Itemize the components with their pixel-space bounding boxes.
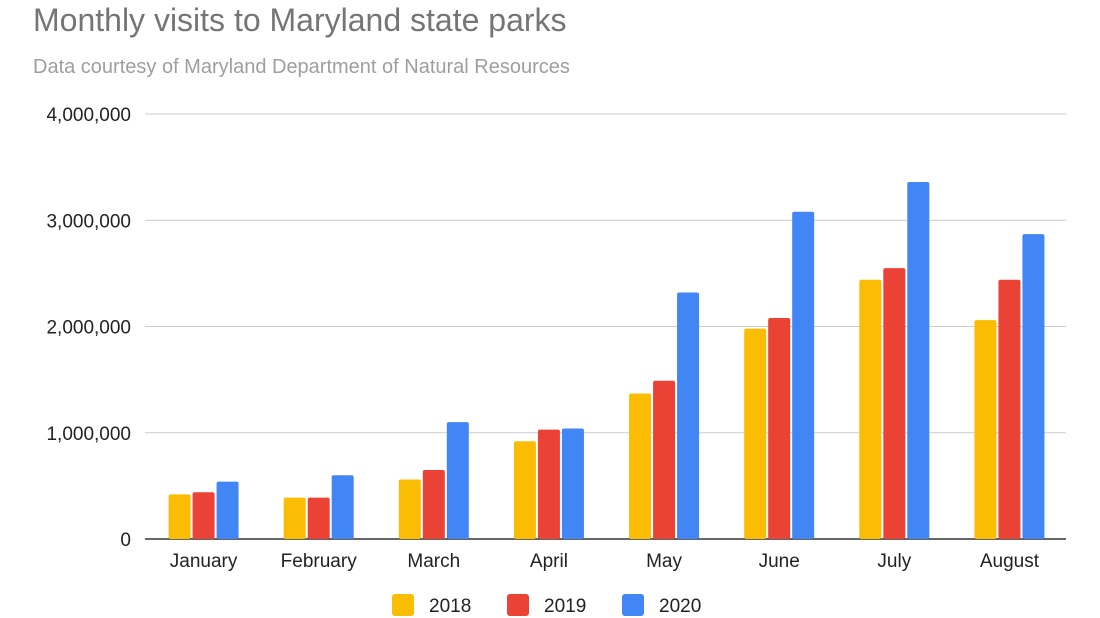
x-tick-label: July xyxy=(877,551,911,572)
x-tick-label: June xyxy=(759,551,800,572)
bar-2020-july xyxy=(907,182,930,539)
x-tick-label: January xyxy=(170,551,238,572)
bar-2020-february xyxy=(331,475,354,539)
bar-2019-june xyxy=(768,318,791,539)
legend-swatch-2020 xyxy=(622,594,644,616)
bar-2020-june xyxy=(792,211,815,539)
legend-label-2018: 2018 xyxy=(429,596,471,617)
chart-title: Monthly visits to Maryland state parks xyxy=(33,2,567,38)
y-tick-label: 0 xyxy=(120,530,131,551)
x-tick-label: March xyxy=(407,551,460,572)
legend: 2018 2019 2020 xyxy=(392,594,701,617)
bar-2018-july xyxy=(859,279,882,539)
legend-label-2020: 2020 xyxy=(659,596,701,617)
y-tick-label: 1,000,000 xyxy=(46,424,131,445)
bar-2020-may xyxy=(677,292,700,539)
y-tick-label: 4,000,000 xyxy=(46,105,131,126)
bar-2018-february xyxy=(283,497,306,539)
bar-2019-february xyxy=(307,497,330,539)
bar-2018-january xyxy=(168,494,191,539)
bar-2019-march xyxy=(422,469,445,539)
bars xyxy=(168,182,1045,539)
x-tick-label: April xyxy=(530,551,568,572)
y-tick-label: 2,000,000 xyxy=(46,318,131,339)
bar-2019-january xyxy=(192,492,215,539)
x-tick-label: May xyxy=(646,551,682,572)
legend-swatch-2018 xyxy=(392,594,414,616)
bar-2020-april xyxy=(561,428,584,539)
bar-2018-june xyxy=(744,328,767,539)
bar-2018-april xyxy=(513,441,536,539)
bar-2019-july xyxy=(883,268,906,539)
bar-2020-march xyxy=(446,422,469,539)
bar-2019-april xyxy=(537,429,560,539)
legend-swatch-2019 xyxy=(507,594,529,616)
bar-2019-may xyxy=(653,380,676,539)
bar-2019-august xyxy=(998,279,1021,539)
bar-2018-may xyxy=(629,393,652,539)
y-tick-label: 3,000,000 xyxy=(46,211,131,232)
legend-label-2019: 2019 xyxy=(544,596,586,617)
bar-2020-august xyxy=(1022,234,1045,539)
bar-2020-january xyxy=(216,481,239,539)
y-axis-ticks: 0 1,000,000 2,000,000 3,000,000 4,000,000 xyxy=(46,105,131,551)
chart-subtitle: Data courtesy of Maryland Department of … xyxy=(33,56,570,78)
bar-2018-march xyxy=(398,479,421,539)
x-tick-label: August xyxy=(980,551,1040,572)
x-tick-label: February xyxy=(281,551,358,572)
x-axis-ticks: January February March April May June July Augu… xyxy=(170,551,1040,572)
bar-2018-august xyxy=(974,320,997,539)
